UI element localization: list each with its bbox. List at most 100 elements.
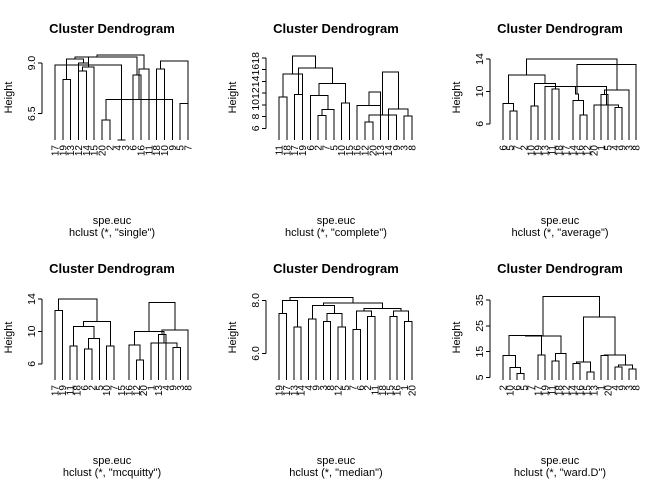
leaf-label: 7 bbox=[110, 385, 121, 391]
dendrogram-link bbox=[524, 335, 562, 354]
dendrogram-link bbox=[403, 115, 413, 140]
dendrogram-link bbox=[614, 107, 623, 140]
dendrogram-link bbox=[84, 348, 93, 380]
leaf-label: 3 bbox=[121, 145, 132, 151]
leaf-label: 8 bbox=[632, 145, 643, 151]
dendrogram-link bbox=[96, 54, 145, 70]
dendrogram-link bbox=[72, 326, 95, 346]
dendrogram-link bbox=[58, 298, 98, 322]
leaf-label: 18 bbox=[73, 385, 84, 397]
leaf-label: 18 bbox=[282, 145, 293, 157]
dendrogram-link bbox=[600, 354, 609, 380]
leaf-label: 19 bbox=[58, 385, 69, 397]
dendrogram-link bbox=[135, 359, 145, 380]
leaf-label: 15 bbox=[385, 385, 396, 397]
dendrogram-link bbox=[106, 345, 115, 380]
y-tick-label: 18 bbox=[250, 52, 262, 64]
dendrogram-link bbox=[69, 345, 78, 380]
dendrogram-link bbox=[311, 305, 335, 319]
dendrogram-link bbox=[551, 88, 560, 140]
leaf-label: 11 bbox=[144, 145, 155, 156]
dendrogram-link bbox=[367, 315, 376, 380]
dendrogram-link bbox=[382, 71, 399, 115]
leaf-label: 8 bbox=[408, 145, 419, 151]
leaf-label: 18 bbox=[555, 385, 566, 397]
x-axis-label: spe.euc bbox=[541, 455, 580, 467]
y-axis-label: Height bbox=[451, 82, 463, 114]
method-label: hclust (*, "mcquitty") bbox=[63, 467, 161, 479]
leaf-label: 7 bbox=[513, 145, 524, 151]
leaf-label: 5 bbox=[506, 145, 517, 151]
dendrogram-link bbox=[322, 321, 332, 380]
y-axis-label: Height bbox=[3, 322, 15, 354]
leaf-label: 2 bbox=[363, 385, 374, 391]
dendrogram-link bbox=[157, 334, 167, 380]
leaf-label: 13 bbox=[376, 145, 387, 157]
dendrogram-link bbox=[551, 360, 560, 380]
dendrogram-link bbox=[309, 94, 329, 140]
dendrogram-link bbox=[278, 313, 287, 380]
leaf-label: 20 bbox=[604, 385, 615, 397]
leaf-label: 9 bbox=[311, 385, 322, 391]
dendrogram-link bbox=[509, 110, 518, 140]
y-tick-label: 6.5 bbox=[26, 106, 38, 121]
leaf-label: 16 bbox=[393, 385, 404, 397]
dendrogram-link bbox=[74, 56, 138, 76]
y-tick-label: 16 bbox=[250, 64, 262, 76]
leaf-label: 7 bbox=[527, 385, 538, 391]
dendrogram-link bbox=[298, 67, 333, 95]
dendrogram-link bbox=[321, 109, 335, 140]
leaf-label: 15 bbox=[345, 145, 356, 157]
leaf-label: 10 bbox=[337, 145, 348, 157]
chart-title: Cluster Dendrogram bbox=[49, 21, 175, 36]
leaf-label: 11 bbox=[548, 385, 559, 396]
leaf-label: 10 bbox=[527, 145, 538, 157]
leaf-label: 17 bbox=[51, 385, 62, 397]
chart-title: Cluster Dendrogram bbox=[497, 21, 623, 36]
dendrogram-link bbox=[618, 364, 633, 370]
dendrogram-link bbox=[54, 64, 122, 140]
leaf-label: 9 bbox=[618, 145, 629, 151]
leaf-label: 2 bbox=[520, 145, 531, 151]
leaf-label: 2 bbox=[314, 145, 325, 151]
dendrogram-link bbox=[579, 114, 588, 140]
leaf-label: 3 bbox=[176, 385, 187, 391]
dendrogram-link bbox=[172, 347, 182, 380]
leaf-label: 6 bbox=[80, 385, 91, 391]
dendrogram-link bbox=[132, 74, 142, 140]
y-axis-label: Height bbox=[227, 82, 239, 114]
dendrogram-link bbox=[555, 353, 567, 380]
leaf-label: 13 bbox=[289, 385, 300, 397]
leaf-label: 14 bbox=[297, 385, 308, 397]
leaf-label: 18 bbox=[378, 385, 389, 397]
leaf-label: 9 bbox=[168, 145, 179, 151]
leaf-label: 4 bbox=[611, 385, 622, 391]
chart-title: Cluster Dendrogram bbox=[497, 261, 623, 276]
leaf-label: 5 bbox=[341, 385, 352, 391]
leaf-label: 17 bbox=[51, 145, 62, 157]
dendrogram-link bbox=[572, 363, 581, 380]
dendrogram-link bbox=[77, 70, 87, 140]
leaf-label: 12 bbox=[74, 145, 85, 157]
dendrogram-link bbox=[83, 321, 111, 346]
dendrogram-link bbox=[293, 326, 302, 380]
y-axis-label: Height bbox=[3, 82, 15, 114]
y-tick-label: 10 bbox=[474, 85, 486, 97]
dendrogram-link bbox=[54, 309, 63, 380]
dendrogram-link bbox=[156, 68, 166, 140]
leaf-label: 3 bbox=[625, 145, 636, 151]
leaf-label: 20 bbox=[590, 145, 601, 157]
y-tick-label: 5 bbox=[474, 374, 486, 380]
dendrogram-link bbox=[364, 121, 374, 140]
leaf-label: 13 bbox=[541, 145, 552, 157]
dendrogram-link bbox=[356, 104, 382, 140]
leaf-label: 1 bbox=[597, 145, 608, 151]
dendrogram-link bbox=[542, 295, 600, 337]
leaf-label: 7 bbox=[348, 385, 359, 391]
dendrogram-link bbox=[600, 94, 609, 140]
dendrogram-link bbox=[368, 91, 382, 140]
leaf-label: 4 bbox=[113, 145, 124, 151]
y-axis-label: Height bbox=[227, 322, 239, 354]
